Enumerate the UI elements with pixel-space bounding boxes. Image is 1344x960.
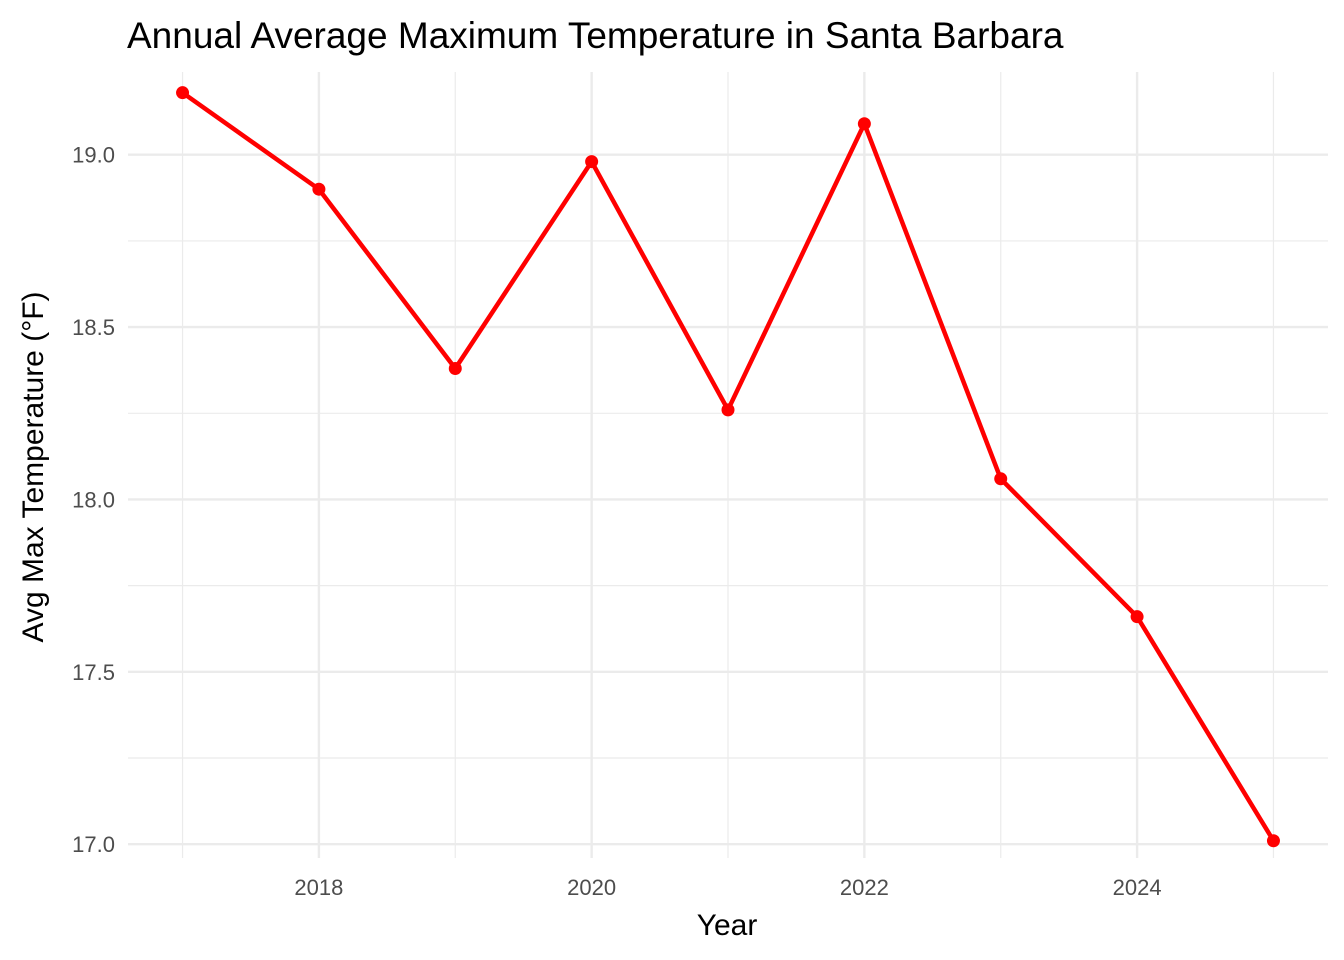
y-tick-label: 18.5: [72, 315, 115, 340]
data-point: [721, 403, 735, 417]
chart-title: Annual Average Maximum Temperature in Sa…: [127, 15, 1064, 56]
x-axis-ticks: 2018 2020 2022 2024: [294, 875, 1161, 900]
y-tick-label: 17.0: [72, 832, 115, 857]
data-point: [312, 182, 326, 196]
x-axis-title: Year: [697, 909, 758, 942]
y-axis-title: Avg Max Temperature (°F): [17, 291, 50, 642]
y-tick-label: 17.5: [72, 660, 115, 685]
data-point: [1266, 834, 1280, 848]
x-tick-label: 2022: [840, 875, 889, 900]
grid: [128, 72, 1328, 858]
data-point: [585, 155, 599, 169]
data-point: [448, 361, 462, 375]
y-tick-label: 18.0: [72, 487, 115, 512]
data-point: [857, 117, 871, 131]
data-point: [176, 86, 190, 100]
data-point: [994, 472, 1008, 486]
x-tick-label: 2018: [294, 875, 343, 900]
y-tick-label: 19.0: [72, 143, 115, 168]
x-tick-label: 2024: [1113, 875, 1162, 900]
y-axis-ticks: 17.0 17.5 18.0 18.5 19.0: [72, 143, 115, 857]
series-group: [176, 86, 1280, 848]
x-tick-label: 2020: [567, 875, 616, 900]
data-point: [1130, 610, 1144, 624]
